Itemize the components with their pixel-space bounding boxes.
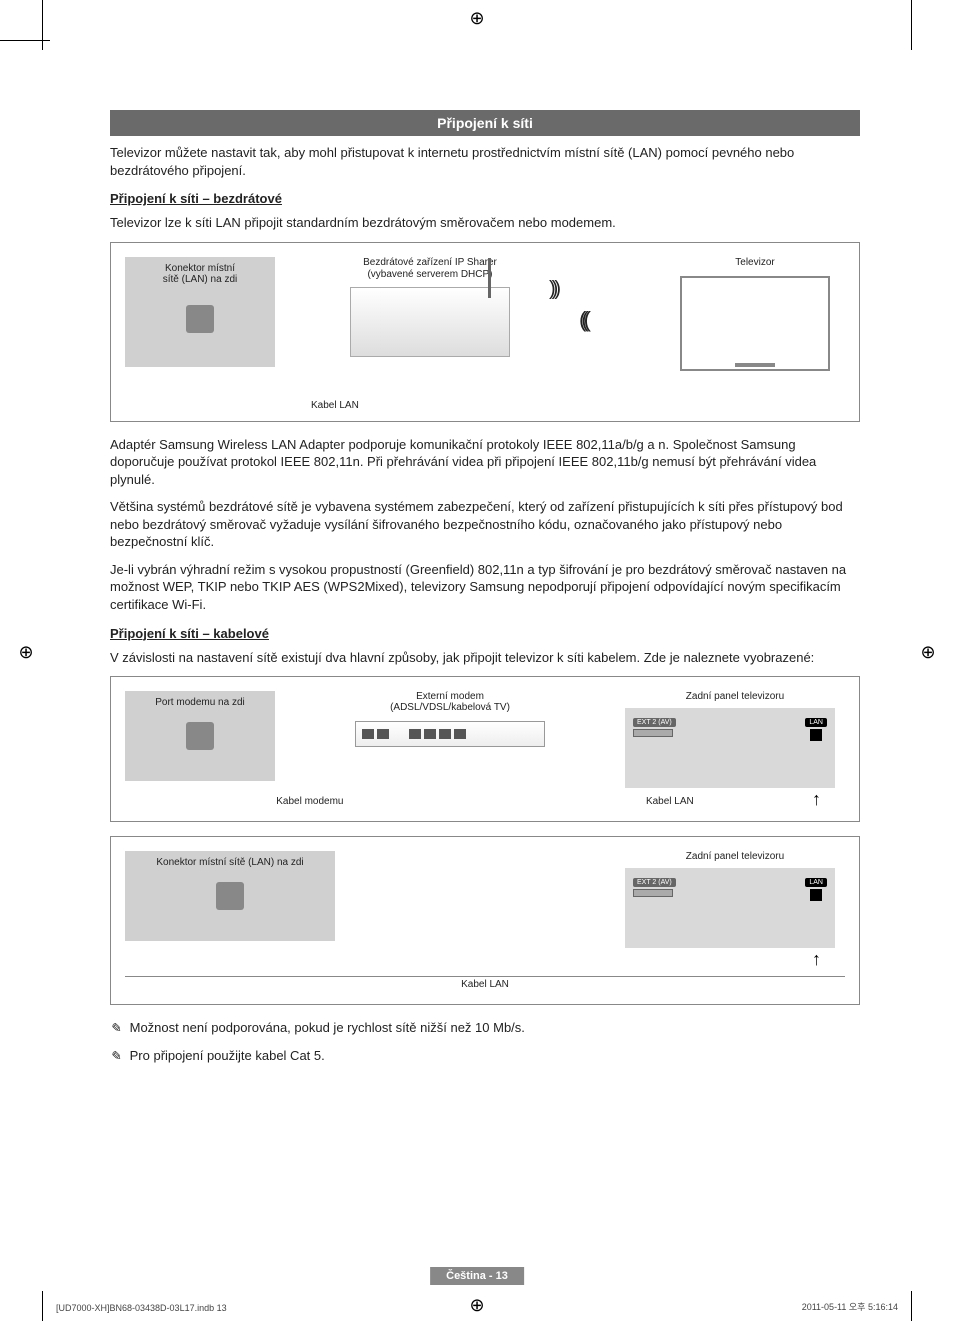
lan-port-label: LAN [805, 878, 827, 887]
tv-back-icon: EXT 2 (AV) LAN ↑ [625, 708, 835, 788]
arrow-down-icon: ↑ [812, 949, 821, 970]
wall-label: Konektor místní sítě (LAN) na zdi [125, 857, 335, 868]
tv-back-panel: Zadní panel televizoru EXT 2 (AV) LAN ↑ [625, 691, 845, 788]
intro-text: Televizor můžete nastavit tak, aby mohl … [110, 144, 860, 179]
note-2: ✎ Pro připojení použijte kabel Cat 5. [110, 1047, 860, 1065]
router-label: (vybavené serverem DHCP) [363, 269, 497, 281]
registration-mark-icon: ⊕ [916, 640, 940, 664]
lan-port-icon [810, 729, 822, 741]
tv-back-label: Zadní panel televizoru [625, 851, 845, 862]
wireless-p2: Většina systémů bezdrátové sítě je vybav… [110, 498, 860, 551]
tv-back-panel: Zadní panel televizoru EXT 2 (AV) LAN ↑ [625, 851, 845, 948]
arrow-down-icon: ↑ [812, 789, 821, 810]
wireless-p3: Je-li vybrán výhradní režim s vysokou pr… [110, 561, 860, 614]
lan-port-label: LAN [805, 718, 827, 727]
wireless-desc: Televizor lze k síti LAN připojit standa… [110, 214, 860, 232]
crop-mark [911, 1291, 912, 1321]
wired-desc: V závislosti na nastavení sítě existují … [110, 649, 860, 667]
wall-label: Konektor místní [165, 263, 235, 274]
lan-cable-label: Kabel LAN [311, 400, 359, 411]
crop-mark [911, 0, 912, 50]
ext-port-label: EXT 2 (AV) [633, 718, 676, 727]
wireless-diagram: Konektor místní sítě (LAN) na zdi Bezdrá… [110, 242, 860, 422]
lan-port-icon [810, 889, 822, 901]
wireless-p1: Adaptér Samsung Wireless LAN Adapter pod… [110, 436, 860, 489]
note-icon: ✎ [109, 1045, 128, 1065]
modem-label: Externí modem [416, 691, 484, 702]
router-label: Bezdrátové zařízení IP Sharer [363, 257, 497, 269]
registration-mark-icon: ⊕ [14, 640, 38, 664]
print-footer-left: [UD7000-XH]BN68-03438D-03L17.indb 13 [56, 1303, 227, 1313]
wall-port-icon [186, 722, 214, 750]
wall-label: Port modemu na zdi [155, 697, 245, 708]
wireless-router: Bezdrátové zařízení IP Sharer (vybavené … [315, 257, 545, 357]
wifi-receive-icon: ((( [579, 307, 586, 333]
wireless-heading: Připojení k síti – bezdrátové [110, 191, 860, 206]
wall-port-icon [216, 882, 244, 910]
modem-label: (ADSL/VDSL/kabelová TV) [390, 702, 510, 713]
wired-diagram-2: Konektor místní sítě (LAN) na zdi Zadní … [110, 836, 860, 1005]
cable-lan-label: Kabel LAN [646, 796, 694, 807]
antenna-icon [488, 258, 491, 298]
wall-modem-port: Port modemu na zdi [125, 691, 275, 781]
tv-back-icon: EXT 2 (AV) LAN ↑ [625, 868, 835, 948]
wired-heading: Připojení k síti – kabelové [110, 626, 860, 641]
section-header: Připojení k síti [110, 110, 860, 136]
cable-modem-label: Kabel modemu [276, 796, 343, 807]
crop-mark [42, 1291, 43, 1321]
tv-label: Televizor [735, 257, 774, 268]
note-icon: ✎ [109, 1018, 128, 1038]
wall-label: sítě (LAN) na zdi [163, 274, 237, 285]
router-icon: ))) [350, 287, 510, 357]
tv-front: Televizor [665, 257, 845, 371]
modem-icon [355, 721, 545, 747]
note-1: ✎ Možnost není podporována, pokud je ryc… [110, 1019, 860, 1037]
registration-mark-icon: ⊕ [465, 6, 489, 30]
footer-language-page: Čeština - 13 [430, 1267, 524, 1285]
external-modem: Externí modem (ADSL/VDSL/kabelová TV) [335, 691, 565, 747]
wall-port-icon [186, 305, 214, 333]
wall-lan-port: Konektor místní sítě (LAN) na zdi [125, 257, 275, 367]
crop-mark [42, 0, 43, 50]
ext-port-label: EXT 2 (AV) [633, 878, 676, 887]
tv-back-label: Zadní panel televizoru [625, 691, 845, 702]
wifi-waves-icon: ))) [549, 278, 557, 301]
crop-mark [0, 40, 50, 41]
print-footer-right: 2011-05-11 오후 5:16:14 [802, 1300, 898, 1313]
cable-lan-label: Kabel LAN [125, 976, 845, 990]
tv-icon [680, 276, 830, 371]
wall-lan-port: Konektor místní sítě (LAN) na zdi [125, 851, 335, 941]
registration-mark-icon: ⊕ [465, 1293, 489, 1317]
wired-diagram-1: Port modemu na zdi Externí modem (ADSL/V… [110, 676, 860, 822]
